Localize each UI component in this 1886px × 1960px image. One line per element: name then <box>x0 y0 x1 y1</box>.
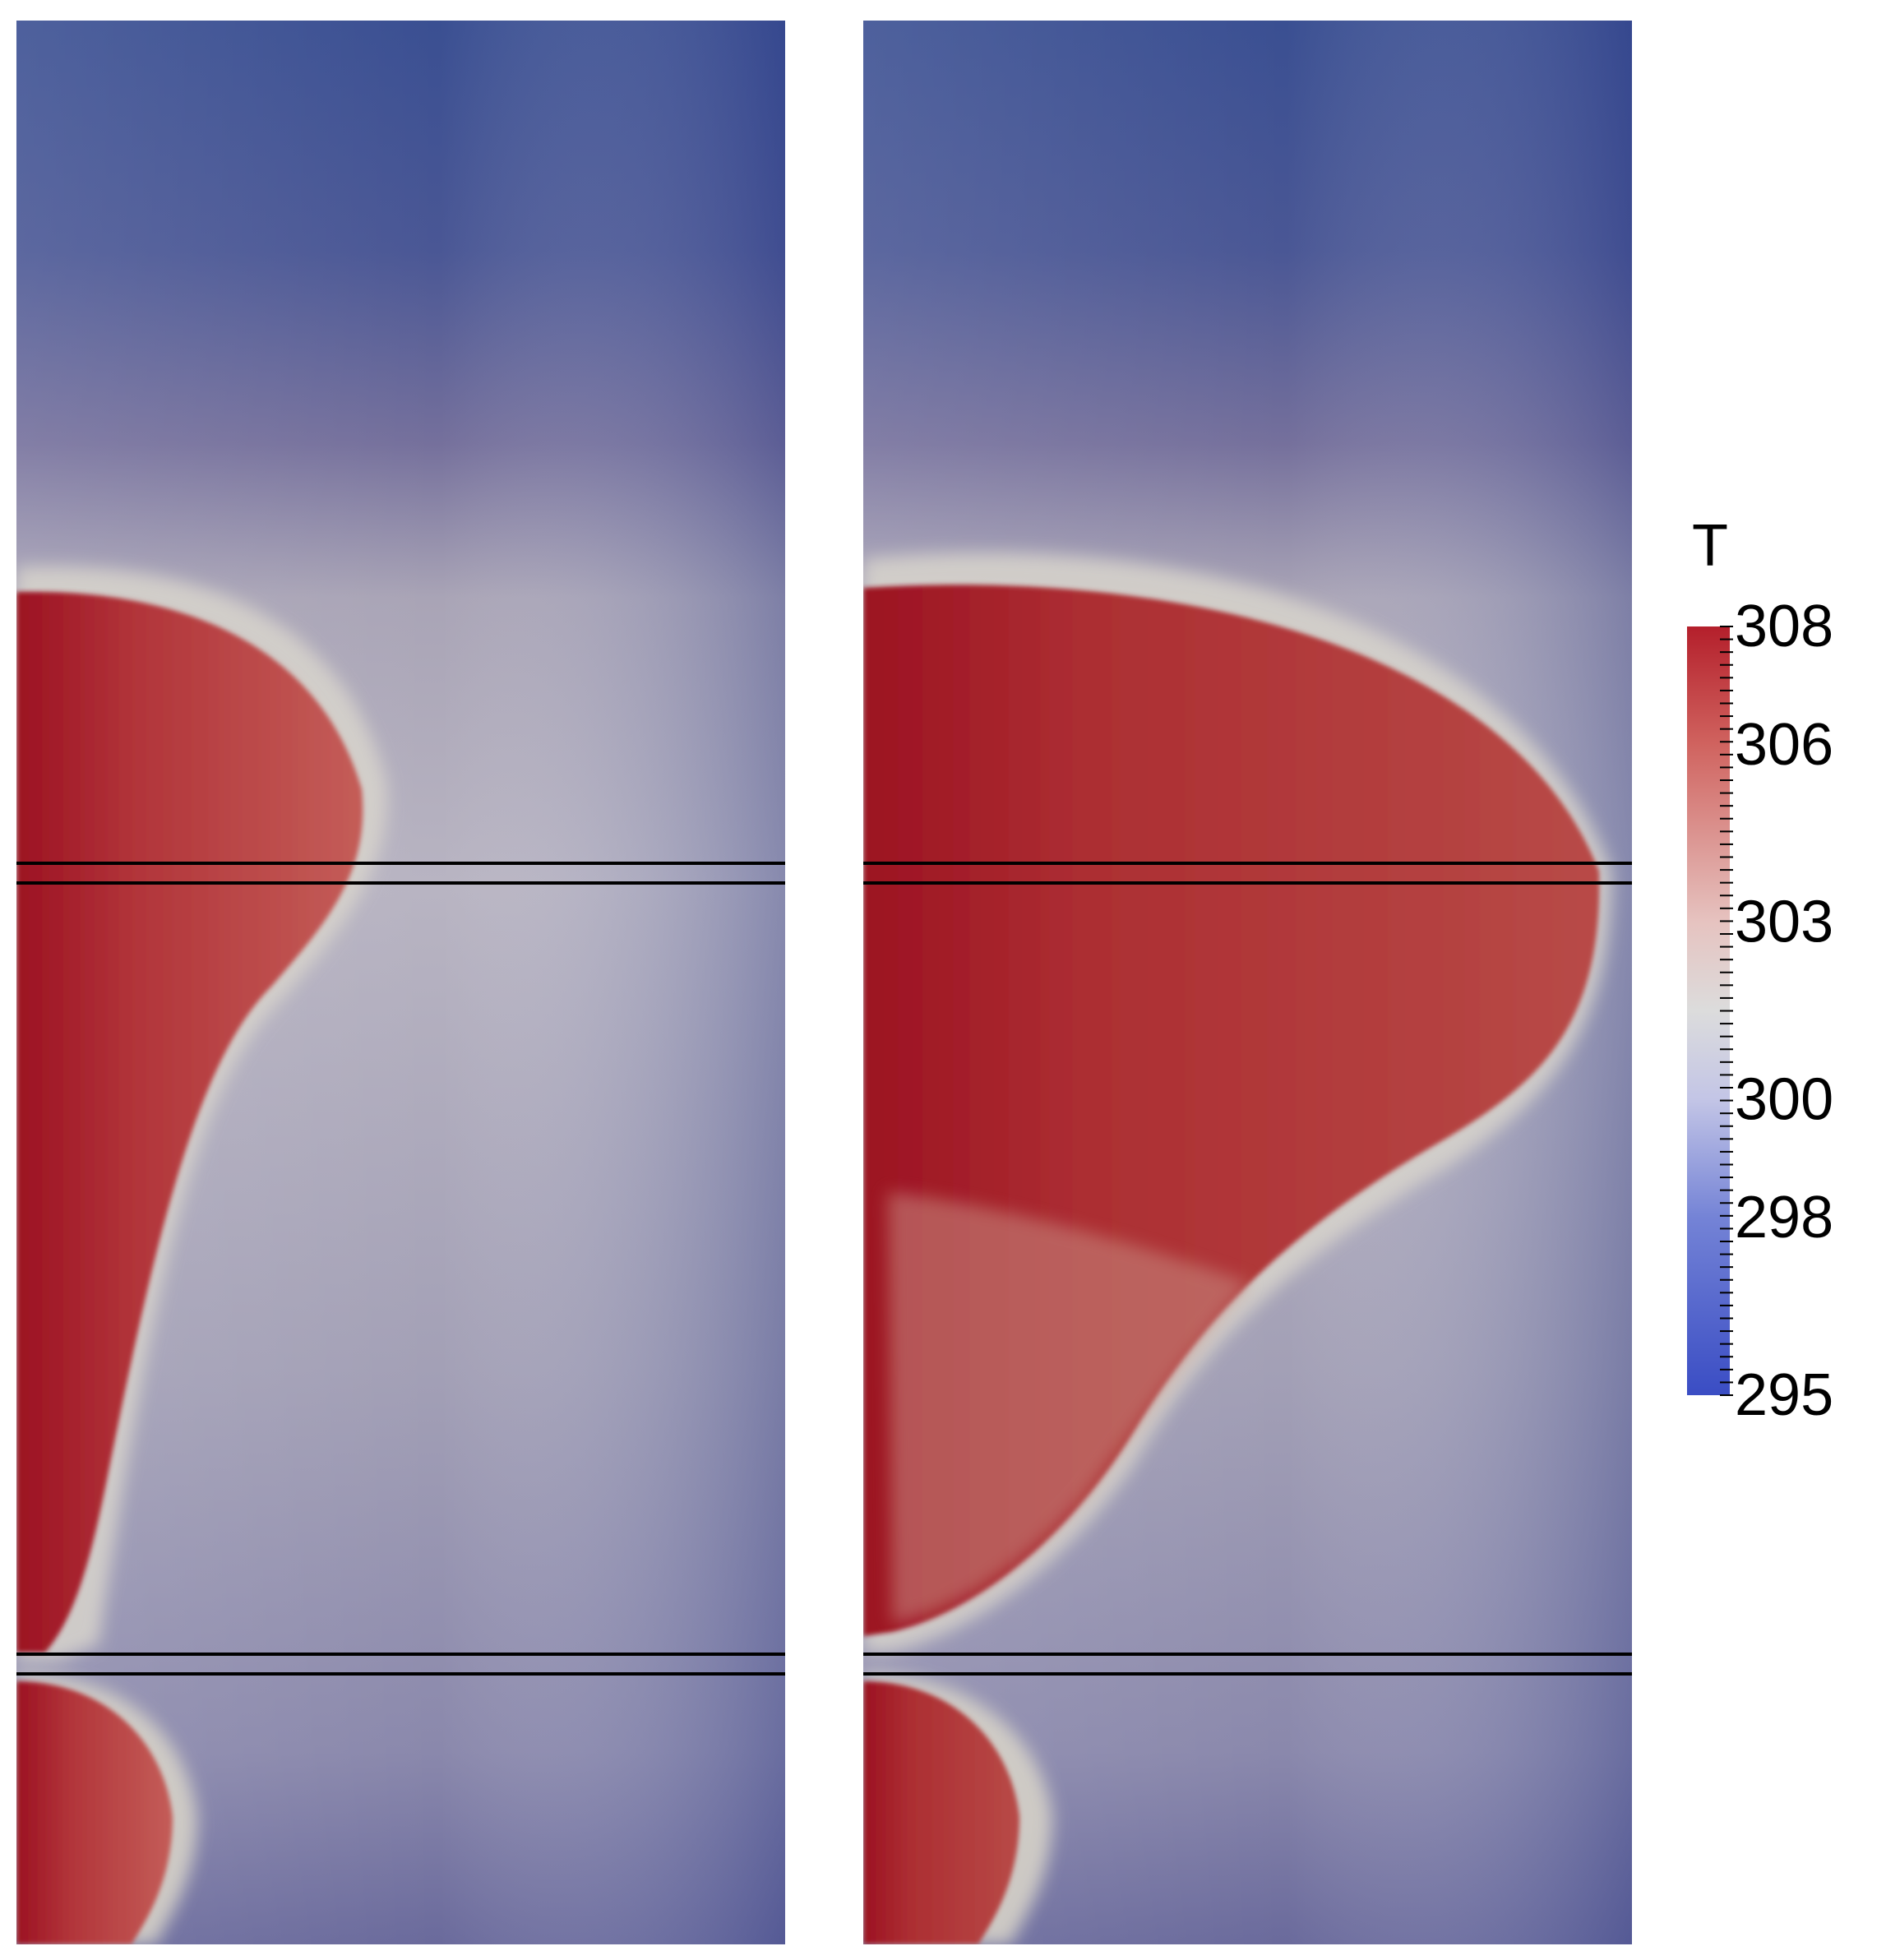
colorbar-tick-label: 308 <box>1735 594 1833 659</box>
colorbar-ticks <box>1720 626 1733 1396</box>
colorbar-tick-label: 303 <box>1735 890 1833 955</box>
left-temperature-panel <box>16 21 785 1944</box>
colorbar-tick-label: 306 <box>1735 712 1833 778</box>
colorbar-title: T <box>1692 513 1728 579</box>
colorbar-tick-label: 300 <box>1735 1066 1833 1132</box>
colorbar-labels: 308 306 303 300 298 295 <box>1735 594 1833 1428</box>
left-hot-plume <box>16 591 363 1653</box>
colorbar: T 308 306 303 300 298 295 <box>1687 513 1833 1428</box>
colorbar-tick-label: 295 <box>1735 1362 1833 1428</box>
right-temperature-panel <box>863 21 1632 1944</box>
left-lower-hot-plume <box>16 1681 173 1944</box>
right-lower-hot-plume <box>863 1681 1019 1944</box>
colorbar-tick-label: 298 <box>1735 1185 1833 1250</box>
